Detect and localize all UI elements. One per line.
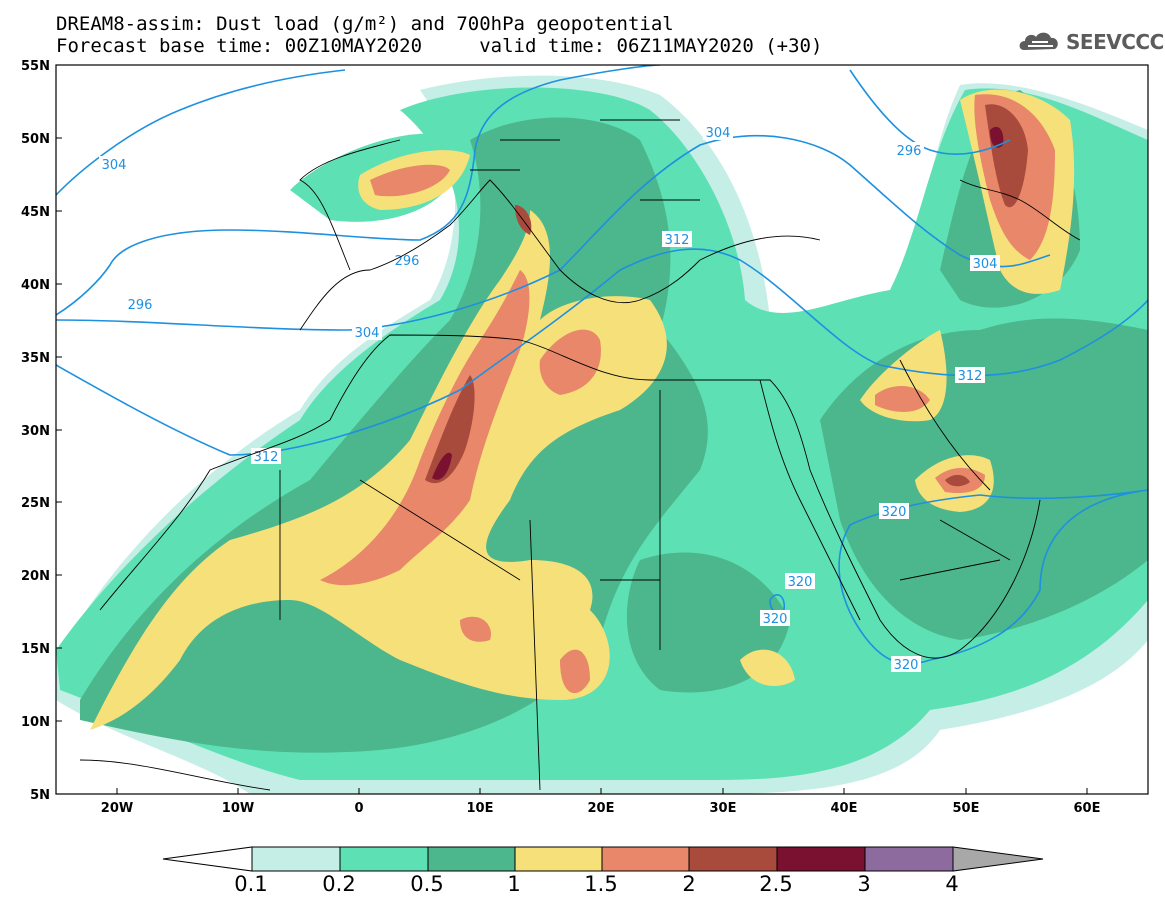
geopotential-contours xyxy=(56,65,1148,665)
lon-tick-label: 20W xyxy=(101,801,133,816)
svg-text:304: 304 xyxy=(102,158,127,173)
colorbar-bin xyxy=(688,846,778,872)
lon-tick-label: 0 xyxy=(354,801,363,816)
svg-text:312: 312 xyxy=(958,369,983,384)
lon-tick-label: 20E xyxy=(588,801,615,816)
contour-label: 312 xyxy=(955,367,985,384)
map-title: DREAM8-assim: Dust load (g/m²) and 700hP… xyxy=(56,13,674,35)
colorbar-label: 3 xyxy=(857,872,871,896)
contour-label: 320 xyxy=(879,503,909,520)
svg-text:320: 320 xyxy=(882,505,907,520)
lat-tick-label: 15N xyxy=(21,642,50,657)
contour-label: 312 xyxy=(662,231,692,248)
colorbar-label: 1 xyxy=(507,872,521,896)
colorbar-bin xyxy=(514,846,603,872)
colorbar-low-triangle xyxy=(162,846,253,872)
svg-text:320: 320 xyxy=(894,658,919,673)
contour-label: 320 xyxy=(760,610,790,627)
dust-field xyxy=(56,65,1148,794)
cloud-icon xyxy=(1019,32,1058,50)
lat-tick-label: 45N xyxy=(21,205,50,220)
lat-tick-label: 50N xyxy=(21,132,50,147)
contour-label: 296 xyxy=(392,252,422,269)
svg-text:312: 312 xyxy=(254,450,279,465)
contour-label: 304 xyxy=(970,255,1000,272)
colorbar-label: 2.5 xyxy=(759,872,793,896)
colorbar-bin xyxy=(339,846,429,872)
colorbar-bin xyxy=(601,846,690,872)
contour-label: 320 xyxy=(891,656,921,673)
colorbar xyxy=(162,846,1044,872)
svg-text:296: 296 xyxy=(128,298,153,313)
svg-text:320: 320 xyxy=(788,575,813,590)
colorbar-label: 0.2 xyxy=(322,872,356,896)
lon-tick-label: 40E xyxy=(831,801,858,816)
lon-tick-label: 30E xyxy=(710,801,737,816)
lat-tick-label: 25N xyxy=(21,496,50,511)
svg-text:304: 304 xyxy=(355,326,380,341)
contour-label: 304 xyxy=(352,324,382,341)
contour-labels: 304 296 296 304 304 296 304 312 312 312 … xyxy=(99,124,1000,673)
lon-axis: 20W 10W 0 10E 20E 30E 40E 50E 60E xyxy=(101,788,1101,816)
logo-text: SEEVCCC xyxy=(1066,30,1164,54)
lat-tick-label: 5N xyxy=(30,788,50,803)
lon-tick-label: 10E xyxy=(467,801,494,816)
colorbar-label: 4 xyxy=(945,872,959,896)
contour-label: 312 xyxy=(251,448,281,465)
lat-tick-label: 40N xyxy=(21,278,50,293)
colorbar-bin xyxy=(864,846,954,872)
svg-text:304: 304 xyxy=(706,126,731,141)
coastlines xyxy=(79,119,1081,791)
colorbar-label: 1.5 xyxy=(584,872,618,896)
svg-text:296: 296 xyxy=(395,254,420,269)
colorbar-label: 2 xyxy=(682,872,696,896)
contour-label: 320 xyxy=(785,573,815,590)
colorbar-label: 0.5 xyxy=(410,872,444,896)
contour-label: 296 xyxy=(894,142,924,159)
contour-label: 304 xyxy=(703,124,733,141)
colorbar-label: 0.1 xyxy=(234,872,268,896)
contour-label: 304 xyxy=(99,156,129,173)
svg-text:320: 320 xyxy=(763,612,788,627)
colorbar-bin xyxy=(776,846,866,872)
svg-text:304: 304 xyxy=(973,257,998,272)
lat-tick-label: 20N xyxy=(21,569,50,584)
lat-tick-label: 30N xyxy=(21,424,50,439)
lat-tick-label: 10N xyxy=(21,715,50,730)
lon-tick-label: 10W xyxy=(222,801,254,816)
colorbar-bin xyxy=(251,846,341,872)
lat-tick-label: 55N xyxy=(21,59,50,74)
svg-text:296: 296 xyxy=(897,144,922,159)
lon-tick-label: 60E xyxy=(1074,801,1101,816)
svg-text:312: 312 xyxy=(665,233,690,248)
lat-axis: 55N 50N 45N 40N 35N 30N 25N 20N 15N 10N … xyxy=(21,59,62,803)
colorbar-bin xyxy=(427,846,516,872)
lon-tick-label: 50E xyxy=(953,801,980,816)
contour-label: 296 xyxy=(125,296,155,313)
lat-tick-label: 35N xyxy=(21,351,50,366)
colorbar-high-triangle xyxy=(952,846,1044,872)
forecast-time-subtitle: Forecast base time: 00Z10MAY2020 valid t… xyxy=(56,35,823,57)
